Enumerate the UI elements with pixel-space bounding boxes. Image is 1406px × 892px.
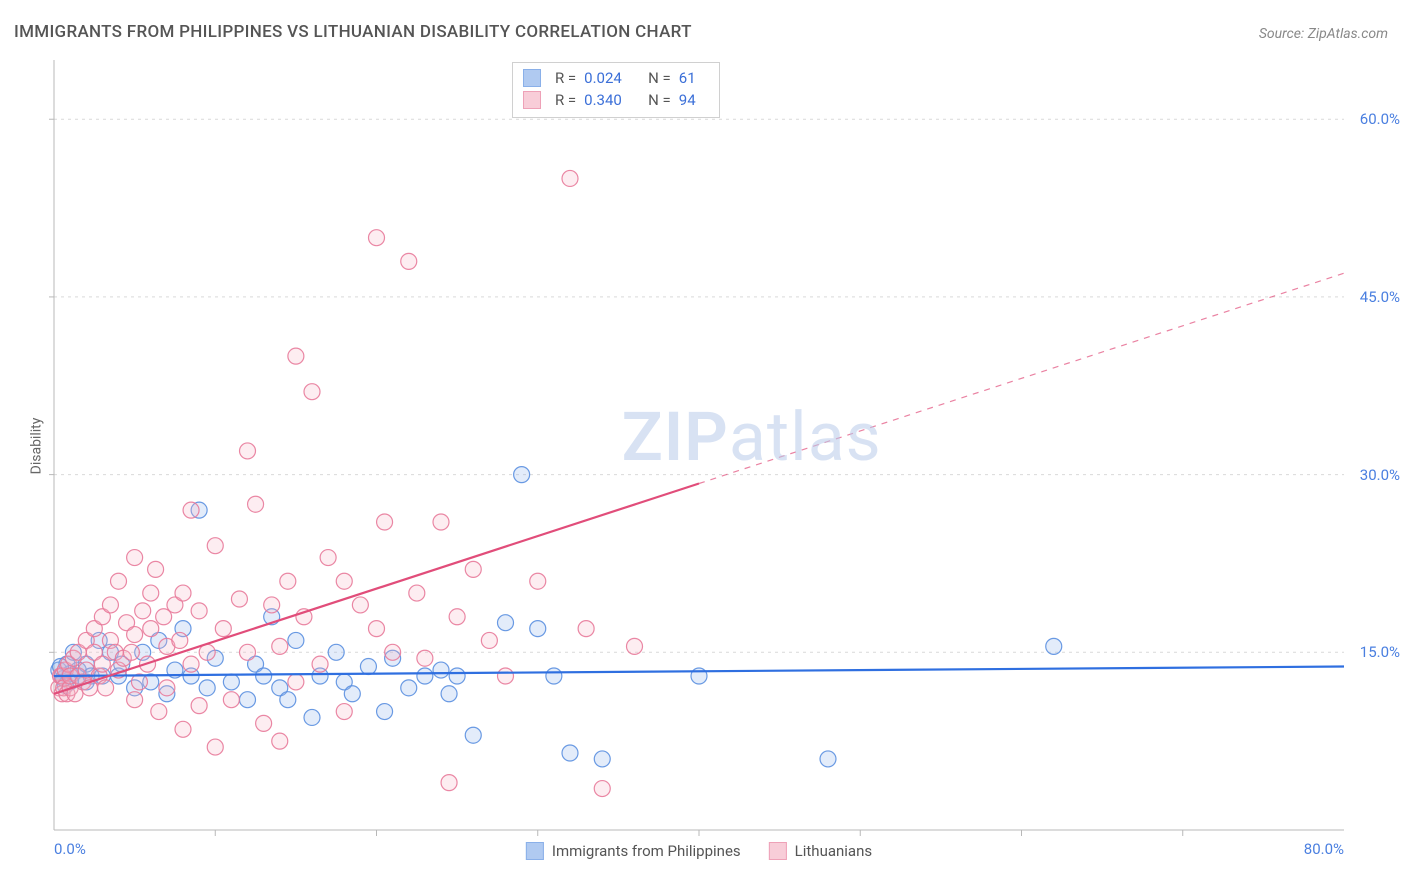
series-legend-item: Immigrants from Philippines: [526, 842, 741, 860]
legend-n-label: N =: [642, 69, 671, 87]
y-axis-label: Disability: [28, 418, 44, 475]
legend-n-label: N =: [642, 91, 671, 109]
legend-r-value: 0.024: [584, 69, 634, 87]
source-credit: Source: ZipAtlas.com: [1259, 26, 1388, 42]
x-tick-label: 0.0%: [54, 840, 86, 858]
legend-swatch: [769, 842, 787, 860]
y-tick-label: 30.0%: [1360, 466, 1400, 484]
y-tick-label: 60.0%: [1360, 110, 1400, 128]
legend-swatch: [526, 842, 544, 860]
chart-title: IMMIGRANTS FROM PHILIPPINES VS LITHUANIA…: [14, 22, 692, 42]
y-tick-label: 15.0%: [1360, 643, 1400, 661]
correlation-legend: R = 0.024 N = 61 R = 0.340 N = 94: [512, 62, 720, 118]
legend-swatch: [523, 91, 541, 109]
series-legend-label: Immigrants from Philippines: [552, 842, 741, 860]
legend-row: R = 0.024 N = 61: [523, 67, 709, 89]
plot-area: ZIPatlas R =0.024N =61R =0.340N =94 Immi…: [54, 60, 1344, 830]
series-legend: Immigrants from Philippines Lithuanians: [526, 842, 872, 860]
series-legend-label: Lithuanians: [795, 842, 872, 860]
legend-r-label: R =: [549, 91, 576, 109]
legend-n-value: 61: [679, 69, 709, 87]
legend-r-label: R =: [549, 69, 576, 87]
series-legend-item: Lithuanians: [769, 842, 872, 860]
x-tick-label: 80.0%: [1304, 840, 1344, 858]
legend-n-value: 94: [679, 91, 709, 109]
legend-r-value: 0.340: [584, 91, 634, 109]
legend-swatch: [523, 69, 541, 87]
source-link[interactable]: ZipAtlas.com: [1308, 26, 1388, 42]
legend-row: R = 0.340 N = 94: [523, 89, 709, 111]
scatter-svg: [54, 60, 1344, 830]
y-tick-label: 45.0%: [1360, 288, 1400, 306]
source-prefix: Source:: [1259, 26, 1308, 42]
